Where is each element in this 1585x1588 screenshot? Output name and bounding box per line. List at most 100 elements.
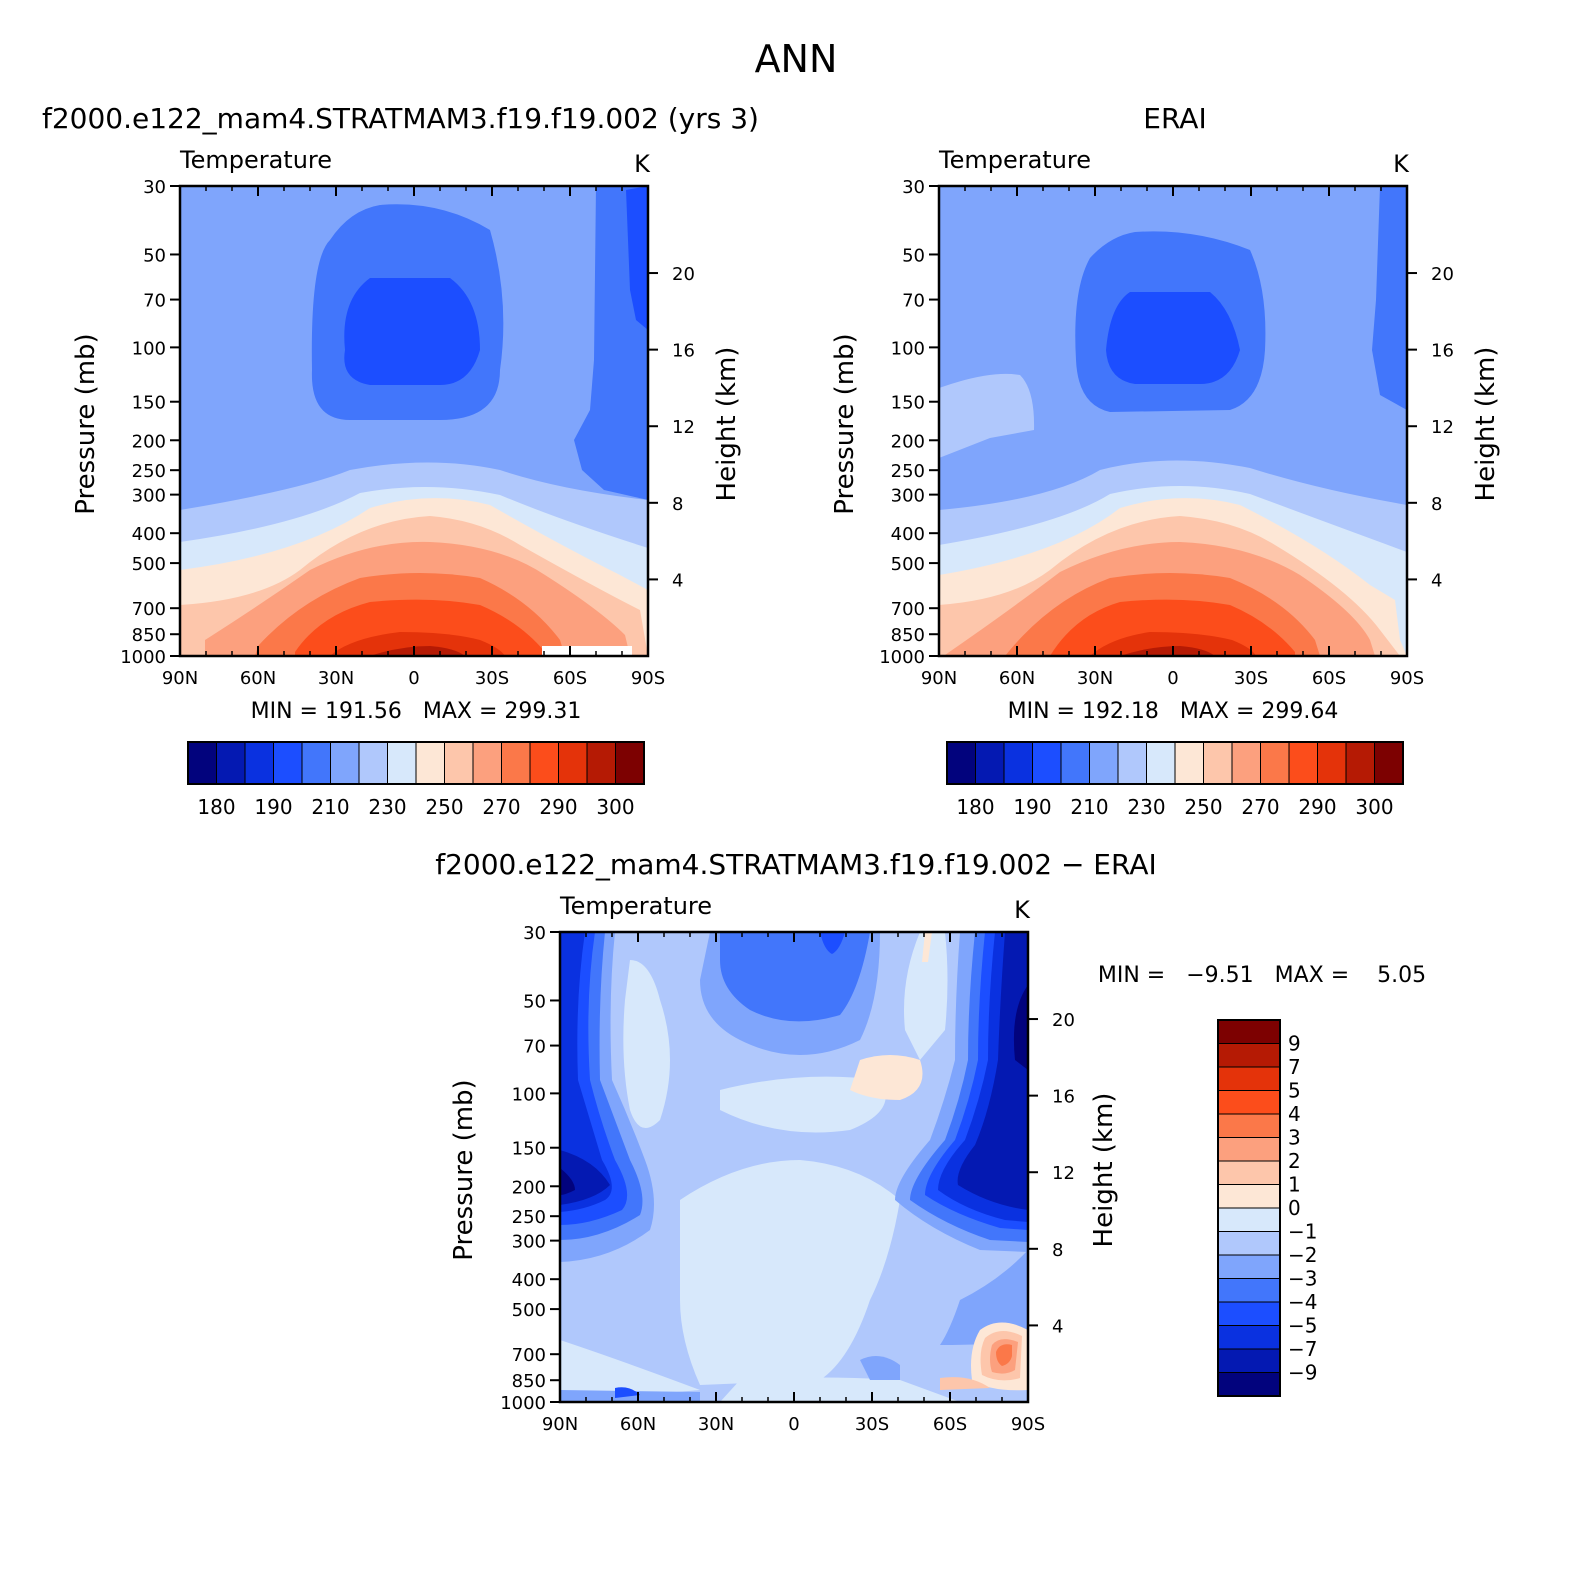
colorbar-swatch <box>1217 1372 1281 1397</box>
field-label: Temperature <box>559 892 712 920</box>
y-tick-label: 500 <box>512 1300 546 1321</box>
y-tick-label: 200 <box>132 431 166 452</box>
x-tick-label: 60S <box>933 1414 967 1435</box>
x-tick-label: 90N <box>162 668 198 689</box>
y-tick-label: 1000 <box>120 647 166 668</box>
x-tick-label: 30N <box>1077 668 1113 689</box>
colorbar-swatch <box>529 741 559 785</box>
y-tick-label: 200 <box>512 1177 546 1198</box>
colorbar-swatch <box>1146 741 1176 785</box>
units-label: K <box>634 150 651 178</box>
y2-tick-label: 16 <box>1052 1087 1075 1108</box>
x-tick-label: 90S <box>631 668 665 689</box>
field-label: Temperature <box>938 146 1091 174</box>
min-max-stats: MIN = −9.51 MAX = 5.05 <box>1098 963 1426 988</box>
colorbar-swatch <box>1117 741 1147 785</box>
y-tick-label: 70 <box>523 1037 546 1058</box>
x-tick-label: 60N <box>999 668 1035 689</box>
colorbar-swatch <box>1217 1254 1281 1279</box>
x-tick-label: 30N <box>698 1414 734 1435</box>
y-tick-label: 50 <box>523 991 546 1012</box>
units-label: K <box>1393 150 1410 178</box>
y-tick-label: 70 <box>143 291 166 312</box>
colorbar-swatch <box>216 741 246 785</box>
colorbar-label: 180 <box>956 795 994 819</box>
field-label: Temperature <box>179 146 332 174</box>
y-tick-label: 1000 <box>500 1393 546 1414</box>
colorbar-label: 250 <box>1184 795 1222 819</box>
colorbar-label: 230 <box>1127 795 1165 819</box>
colorbar-label: 2 <box>1288 1149 1301 1173</box>
page-title: ANN <box>755 37 838 81</box>
axis-bottom: 90N 60N 30N 0 30S 60S 90S <box>921 186 1424 689</box>
x-tick-label: 90N <box>921 668 957 689</box>
x-tick-label: 0 <box>1167 668 1178 689</box>
colorbar-swatch <box>1217 1301 1281 1326</box>
colorbar-swatch <box>1217 1348 1281 1373</box>
colorbar-swatch <box>1217 1113 1281 1138</box>
axis-right: 20 16 12 8 4 <box>648 264 695 591</box>
y-axis-label: Pressure (mb) <box>449 1079 479 1260</box>
y-tick-label: 30 <box>523 923 546 944</box>
x-tick-label: 0 <box>408 668 419 689</box>
y2-tick-label: 4 <box>1052 1316 1063 1337</box>
y-tick-label: 850 <box>512 1371 546 1392</box>
colorbar-label: −1 <box>1288 1220 1317 1244</box>
colorbar-label: 230 <box>368 795 406 819</box>
colorbar-label: 290 <box>1298 795 1336 819</box>
colorbar-swatch <box>1217 1184 1281 1209</box>
colorbar-swatch <box>1203 741 1233 785</box>
colorbar-label: −5 <box>1288 1314 1317 1338</box>
colorbar-swatch <box>1217 1231 1281 1256</box>
x-tick-label: 30S <box>855 1414 889 1435</box>
colorbar-label: −7 <box>1288 1337 1317 1361</box>
colorbar-swatch <box>444 741 474 785</box>
y-tick-label: 1000 <box>879 647 925 668</box>
colorbar-swatch <box>244 741 274 785</box>
colorbar-label: −3 <box>1288 1267 1317 1291</box>
y-tick-label: 30 <box>902 177 925 198</box>
y-tick-label: 400 <box>132 524 166 545</box>
y2-axis-label: Height (km) <box>1089 1093 1119 1248</box>
colorbar-label: 190 <box>254 795 292 819</box>
y2-tick-label: 12 <box>672 417 695 438</box>
colorbar-label: 270 <box>482 795 520 819</box>
y2-tick-label: 16 <box>672 341 695 362</box>
colorbar-label: 9 <box>1288 1032 1301 1056</box>
y2-tick-label: 20 <box>1052 1010 1075 1031</box>
contour-plot <box>939 186 1407 656</box>
axis-bottom: 90N 60N 30N 0 30S 60S 90S <box>162 186 665 689</box>
colorbar-swatch <box>586 741 616 785</box>
y-tick-label: 700 <box>891 599 925 620</box>
colorbar-swatch <box>1217 1325 1281 1350</box>
y-tick-label: 50 <box>902 245 925 266</box>
panel-title: f2000.e122_mam4.STRATMAM3.f19.f19.002 (y… <box>42 102 759 135</box>
colorbar-label: −9 <box>1288 1361 1317 1385</box>
colorbar-swatch <box>358 741 388 785</box>
colorbar-swatch <box>1003 741 1033 785</box>
colorbar-swatch <box>975 741 1005 785</box>
y-tick-label: 50 <box>143 245 166 266</box>
y-tick-label: 400 <box>512 1270 546 1291</box>
colorbar-label: 210 <box>1070 795 1108 819</box>
axis-right: 20 16 12 8 4 <box>1407 264 1454 591</box>
axis-bottom: 90N 60N 30N 0 30S 60S 90S <box>542 932 1045 1435</box>
colorbar-swatch <box>1032 741 1062 785</box>
colorbar-swatch <box>472 741 502 785</box>
y-axis-label: Pressure (mb) <box>71 333 101 514</box>
x-tick-label: 90S <box>1011 1414 1045 1435</box>
panel-title: f2000.e122_mam4.STRATMAM3.f19.f19.002 − … <box>435 848 1156 881</box>
colorbar-swatch <box>1217 1043 1281 1068</box>
y-tick-label: 700 <box>512 1345 546 1366</box>
colorbar-label: 210 <box>311 795 349 819</box>
colorbar-swatch <box>1260 741 1290 785</box>
colorbar-label: 250 <box>425 795 463 819</box>
x-tick-label: 60N <box>620 1414 656 1435</box>
colorbar-swatch <box>1217 1160 1281 1185</box>
y-tick-label: 250 <box>891 461 925 482</box>
colorbar-swatch <box>1374 741 1404 785</box>
colorbar-swatch <box>187 741 217 785</box>
colorbar-swatch <box>1217 1019 1281 1044</box>
